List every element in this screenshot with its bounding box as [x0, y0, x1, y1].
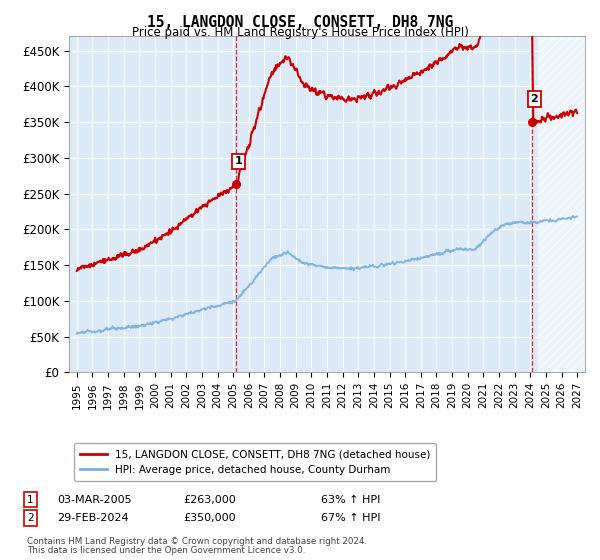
Text: 2: 2	[27, 513, 34, 523]
Text: 1: 1	[27, 494, 34, 505]
Text: £350,000: £350,000	[183, 513, 236, 523]
Text: 63% ↑ HPI: 63% ↑ HPI	[321, 494, 380, 505]
Bar	[538, 36, 593, 372]
Text: £263,000: £263,000	[183, 494, 236, 505]
Text: 15, LANGDON CLOSE, CONSETT, DH8 7NG: 15, LANGDON CLOSE, CONSETT, DH8 7NG	[147, 15, 453, 30]
Bar	[538, 36, 593, 372]
Text: Contains HM Land Registry data © Crown copyright and database right 2024.: Contains HM Land Registry data © Crown c…	[27, 538, 367, 547]
Text: Price paid vs. HM Land Registry's House Price Index (HPI): Price paid vs. HM Land Registry's House …	[131, 26, 469, 39]
Text: 1: 1	[235, 156, 242, 166]
Text: This data is licensed under the Open Government Licence v3.0.: This data is licensed under the Open Gov…	[27, 545, 305, 555]
Legend: 15, LANGDON CLOSE, CONSETT, DH8 7NG (detached house), HPI: Average price, detach: 15, LANGDON CLOSE, CONSETT, DH8 7NG (det…	[74, 443, 436, 481]
Text: 03-MAR-2005: 03-MAR-2005	[57, 494, 131, 505]
Text: 67% ↑ HPI: 67% ↑ HPI	[321, 513, 380, 523]
Text: 2: 2	[530, 94, 538, 104]
Text: 29-FEB-2024: 29-FEB-2024	[57, 513, 128, 523]
